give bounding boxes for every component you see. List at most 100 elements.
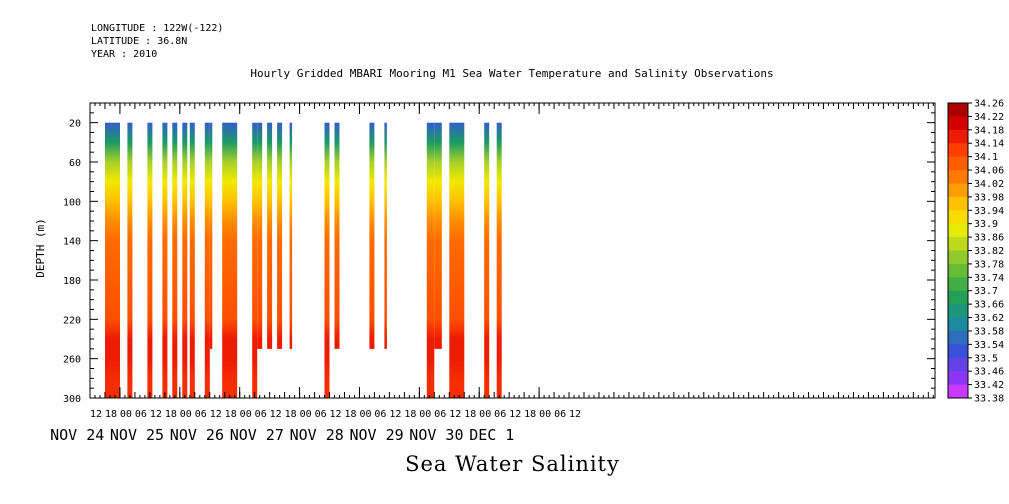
colorbar-swatch: [948, 170, 968, 184]
x-hour-tick-label: 18: [105, 409, 117, 420]
colorbar-label: 33.7: [974, 286, 998, 297]
colorbar-label: 33.74: [974, 273, 1004, 284]
colorbar-swatch: [948, 103, 968, 117]
y-tick-label: 260: [63, 355, 81, 366]
x-day-label: NOV 27: [230, 426, 284, 444]
x-hour-tick-label: 06: [315, 409, 327, 420]
x-hour-tick-label: 00: [240, 409, 252, 420]
observation-bar: [209, 122, 213, 349]
x-hour-tick-label: 00: [300, 409, 312, 420]
year-label: YEAR : 2010: [91, 49, 158, 60]
x-hour-tick-label: 06: [374, 409, 386, 420]
x-hour-tick-label: 18: [285, 409, 297, 420]
x-hour-tick-label: 06: [195, 409, 207, 420]
x-hour-tick-label: 12: [569, 409, 581, 420]
observation-bar: [204, 122, 210, 398]
colorbar-swatch: [948, 304, 968, 319]
colorbar-label: 33.42: [974, 380, 1004, 391]
observation-bar: [384, 122, 387, 349]
colorbar-label: 34.22: [974, 112, 1004, 123]
plot-frame: [89, 102, 936, 399]
x-hour-tick-label: 12: [90, 409, 102, 420]
observation-bar: [324, 122, 330, 398]
x-hour-tick-label: 18: [404, 409, 416, 420]
x-hour-tick-label: 00: [479, 409, 491, 420]
colorbar-label: 33.62: [974, 313, 1004, 324]
observation-bar: [449, 122, 465, 398]
x-hour-tick-label: 00: [539, 409, 551, 420]
x-day-label: NOV 30: [409, 426, 463, 444]
colorbar-swatch: [948, 116, 968, 131]
colorbar-swatch: [948, 183, 968, 198]
colorbar-swatch: [948, 143, 968, 158]
colorbar-swatch: [948, 357, 968, 372]
x-hour-tick-label: 00: [120, 409, 132, 420]
y-tick-label: 220: [63, 315, 81, 326]
colorbar-label: 33.94: [974, 206, 1004, 217]
colorbar-label: 34.18: [974, 125, 1004, 136]
x-hour-tick-label: 12: [509, 409, 521, 420]
observation-bar: [105, 122, 120, 398]
colorbar-label: 33.58: [974, 327, 1004, 338]
y-tick-label: 100: [63, 197, 81, 208]
x-day-label: NOV 29: [350, 426, 404, 444]
colorbar-swatch: [948, 384, 968, 399]
observation-bar: [147, 122, 153, 398]
x-hour-tick-label: 12: [389, 409, 401, 420]
x-hour-tick-label: 12: [329, 409, 341, 420]
observation-bar: [222, 122, 238, 398]
x-day-label: DEC 1: [469, 426, 514, 444]
y-axis-label: DEPTH (m): [34, 218, 47, 278]
x-hour-tick-label: 12: [150, 409, 162, 420]
x-hour-tick-label: 12: [270, 409, 282, 420]
colorbar-swatch: [948, 210, 968, 225]
x-day-label: NOV 28: [290, 426, 344, 444]
x-hour-tick-label: 00: [419, 409, 431, 420]
colorbar-swatch: [948, 330, 968, 345]
x-day-label: NOV 25: [110, 426, 164, 444]
colorbar-label: 33.9: [974, 219, 998, 230]
colorbar-label: 33.86: [974, 233, 1004, 244]
plot-axes: 12 18 00 06 12 18 00 06 12 18 00 06 12 18 00 06 12 18 00 06…: [50, 102, 936, 444]
colorbar-label: 33.66: [974, 300, 1004, 311]
observation-bar: [289, 122, 293, 349]
x-hour-tick-label: 12: [449, 409, 461, 420]
colorbar-label: 33.46: [974, 367, 1004, 378]
x-hour-tick-label: 00: [180, 409, 192, 420]
x-hour-tick-label: 06: [255, 409, 267, 420]
latitude-label: LATITUDE : 36.8N: [91, 36, 188, 47]
observation-bar: [496, 122, 502, 398]
y-tick-label: 180: [63, 276, 81, 287]
observation-bar: [189, 122, 195, 398]
x-hour-tick-label: 06: [434, 409, 446, 420]
colorbar-swatch: [948, 129, 968, 144]
observation-bar: [426, 122, 435, 398]
colorbar-label: 33.82: [974, 246, 1004, 257]
colorbar-swatch: [948, 196, 968, 211]
colorbar-label: 34.1: [974, 152, 998, 163]
colorbar-swatch: [948, 317, 968, 332]
observation-bar: [252, 122, 258, 398]
colorbar: 34.26 34.22 34.18 34.14 34.1 34.06 34.02 33.98 3…: [947, 99, 1004, 405]
colorbar-swatch: [948, 223, 968, 238]
observation-bar: [127, 122, 133, 398]
chart-title: Hourly Gridded MBARI Mooring M1 Sea Wate…: [250, 67, 774, 80]
x-hour-tick-label: 18: [344, 409, 356, 420]
colorbar-swatch: [948, 371, 968, 386]
observation-bar: [162, 122, 168, 398]
longitude-label: LONGITUDE : 122W(-122): [91, 23, 224, 34]
colorbar-swatch: [948, 277, 968, 292]
y-tick-label: 300: [63, 394, 81, 405]
x-hour-tick-label: 18: [524, 409, 536, 420]
observation-bar: [434, 122, 442, 349]
colorbar-swatch: [948, 156, 968, 171]
x-hour-tick-label: 00: [359, 409, 371, 420]
observation-bar: [334, 122, 340, 349]
x-hour-tick-label: 06: [554, 409, 566, 420]
observation-bar: [182, 122, 188, 398]
colorbar-label: 33.5: [974, 353, 998, 364]
y-tick-label: 20: [69, 119, 81, 130]
x-hour-tick-label: 06: [135, 409, 147, 420]
colorbar-label: 33.38: [974, 394, 1004, 405]
x-hour-tick-label: 18: [225, 409, 237, 420]
